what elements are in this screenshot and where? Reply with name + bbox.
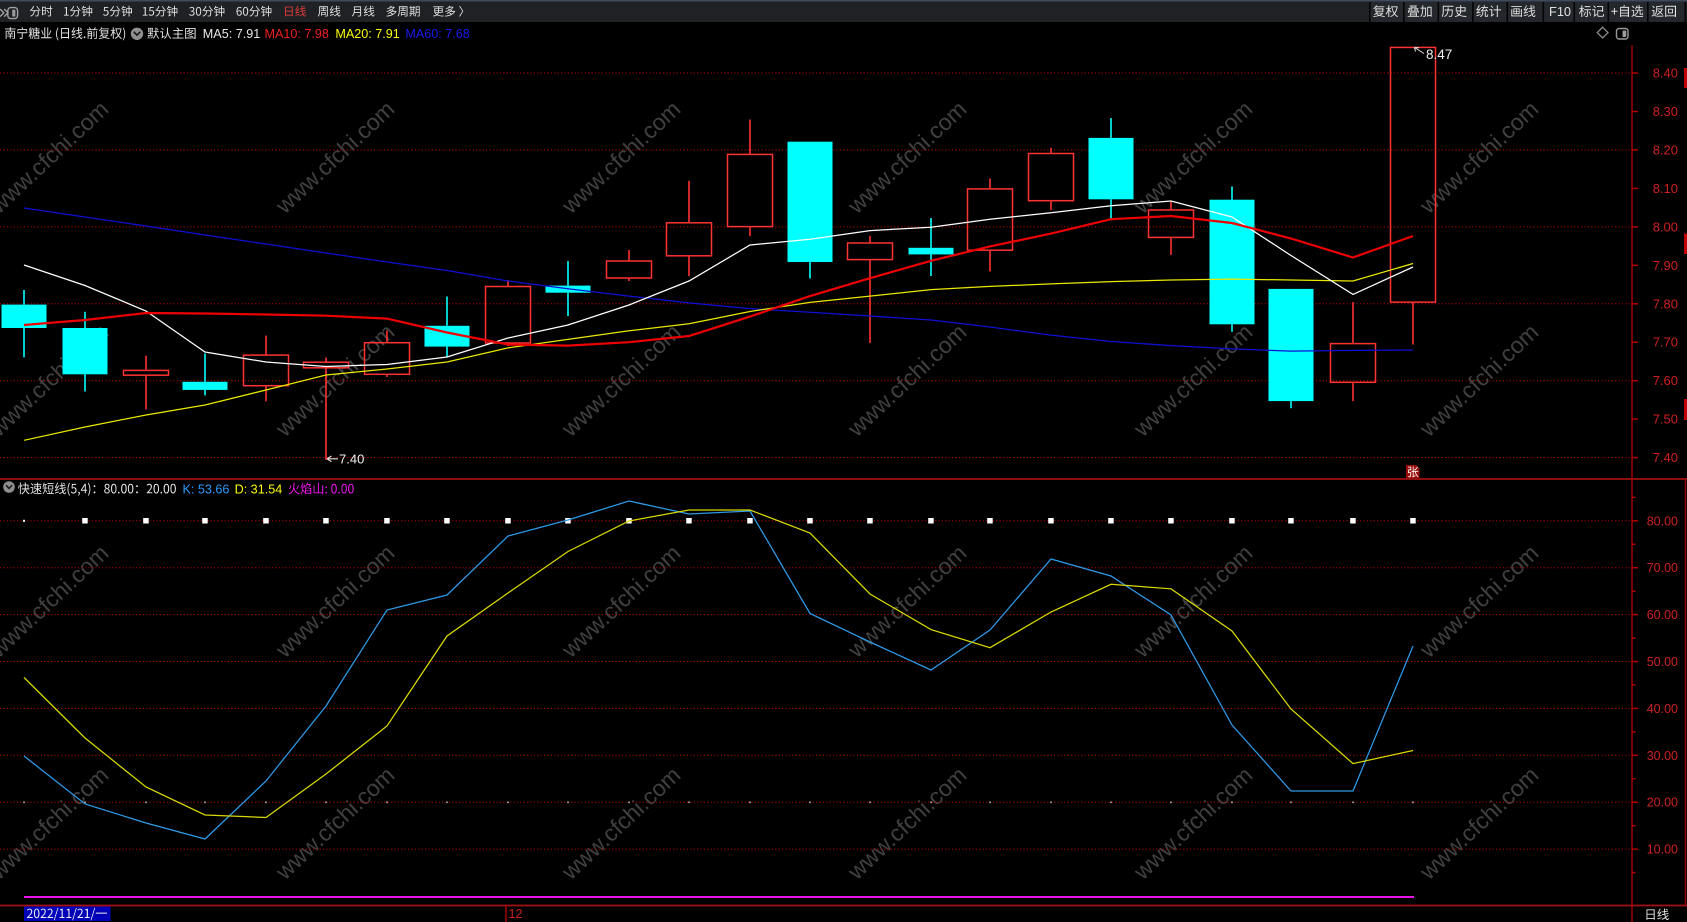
svg-text:12: 12	[509, 907, 523, 921]
svg-text:www.cfchi.com: www.cfchi.com	[842, 540, 972, 663]
svg-text:50.00: 50.00	[1647, 655, 1678, 669]
svg-text:7.90: 7.90	[1653, 258, 1678, 273]
svg-text:K: 53.66: K: 53.66	[183, 482, 230, 496]
svg-text:80.00: 80.00	[1647, 514, 1678, 528]
svg-text:www.cfchi.com: www.cfchi.com	[556, 762, 686, 885]
svg-text:www.cfchi.com: www.cfchi.com	[1414, 96, 1544, 219]
svg-text:MA5: 7.91: MA5: 7.91	[203, 27, 260, 41]
svg-text:F10: F10	[1549, 4, 1571, 19]
svg-text:www.cfchi.com: www.cfchi.com	[1128, 540, 1258, 663]
svg-text:8.47: 8.47	[1426, 47, 1452, 62]
svg-text:www.cfchi.com: www.cfchi.com	[270, 540, 400, 663]
svg-text:MA20: 7.91: MA20: 7.91	[335, 27, 399, 41]
svg-text:7.60: 7.60	[1653, 373, 1678, 388]
svg-text:www.cfchi.com: www.cfchi.com	[1414, 762, 1544, 885]
svg-text:60.00: 60.00	[1647, 608, 1678, 622]
svg-text:7.50: 7.50	[1653, 412, 1678, 427]
svg-text:www.cfchi.com: www.cfchi.com	[842, 96, 972, 219]
svg-text:www.cfchi.com: www.cfchi.com	[1128, 762, 1258, 885]
svg-text:MA60: 7.68: MA60: 7.68	[405, 27, 469, 41]
svg-text:7.40: 7.40	[339, 452, 364, 467]
svg-text:30.00: 30.00	[1647, 749, 1678, 763]
svg-text:www.cfchi.com: www.cfchi.com	[1414, 540, 1544, 663]
svg-text:www.cfchi.com: www.cfchi.com	[842, 762, 972, 885]
svg-text:20.00: 20.00	[1647, 796, 1678, 810]
svg-text:40.00: 40.00	[1647, 702, 1678, 716]
svg-text:8.00: 8.00	[1653, 219, 1678, 234]
svg-text:www.cfchi.com: www.cfchi.com	[0, 96, 113, 219]
svg-text:8.30: 8.30	[1653, 104, 1678, 119]
svg-text:www.cfchi.com: www.cfchi.com	[556, 540, 686, 663]
svg-text:www.cfchi.com: www.cfchi.com	[270, 762, 400, 885]
svg-text:7.80: 7.80	[1653, 296, 1678, 311]
svg-text:www.cfchi.com: www.cfchi.com	[0, 540, 113, 663]
svg-text:D: 31.54: D: 31.54	[235, 482, 283, 496]
svg-text:7.40: 7.40	[1653, 450, 1678, 465]
svg-text:www.cfchi.com: www.cfchi.com	[270, 96, 400, 219]
svg-text:MA10: 7.98: MA10: 7.98	[265, 27, 329, 41]
svg-text:8.40: 8.40	[1653, 66, 1678, 81]
svg-text:10.00: 10.00	[1647, 843, 1678, 857]
svg-text:70.00: 70.00	[1647, 561, 1678, 575]
svg-text:7.70: 7.70	[1653, 335, 1678, 350]
svg-text:8.20: 8.20	[1653, 142, 1678, 157]
svg-text:www.cfchi.com: www.cfchi.com	[0, 762, 113, 885]
svg-text:8.10: 8.10	[1653, 181, 1678, 196]
svg-text:www.cfchi.com: www.cfchi.com	[556, 96, 686, 219]
